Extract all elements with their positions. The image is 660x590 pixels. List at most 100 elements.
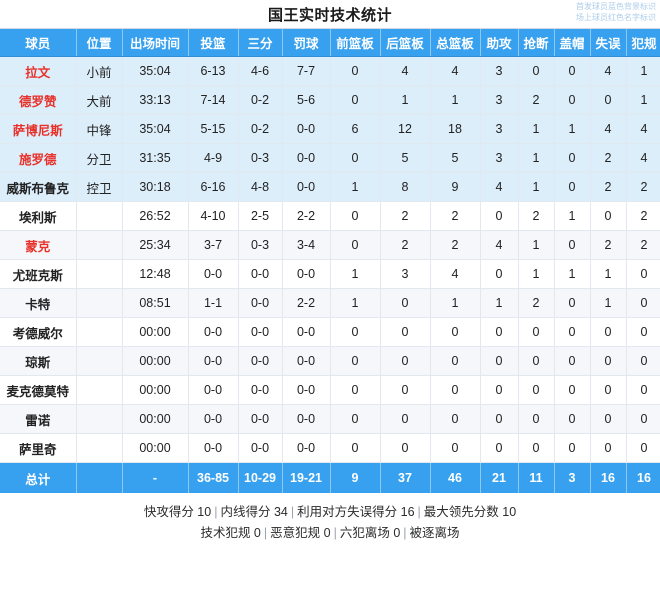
column-header-oreb[interactable]: 前篮板 (330, 29, 381, 57)
column-header-ast[interactable]: 助攻 (480, 29, 519, 57)
totals-free-throws: 19-21 (282, 462, 331, 493)
cell-three-pointers: 0-3 (238, 143, 283, 173)
cell-assists: 0 (480, 375, 519, 405)
cell-blocks: 0 (554, 172, 591, 202)
summary-label: 最大领先分数 (423, 505, 499, 519)
cell-defensive-rebounds: 2 (380, 230, 431, 260)
player-name-cell[interactable]: 尤班克斯 (0, 259, 77, 289)
cell-field-goals: 6-13 (188, 56, 239, 86)
player-name-cell[interactable]: 考德威尔 (0, 317, 77, 347)
cell-defensive-rebounds: 0 (380, 433, 431, 463)
cell-total-rebounds: 18 (430, 114, 481, 144)
column-header-blk[interactable]: 盖帽 (554, 29, 591, 57)
cell-total-rebounds: 5 (430, 143, 481, 173)
cell-fouls: 0 (626, 288, 660, 318)
cell-position: 大前 (76, 85, 123, 115)
player-name-cell[interactable]: 卡特 (0, 288, 77, 318)
column-header-fg[interactable]: 投篮 (188, 29, 239, 57)
legend-note: 首发球员蓝色背景标识 场上球员红色名字标识 (576, 1, 656, 23)
cell-total-rebounds: 9 (430, 172, 481, 202)
column-header-position[interactable]: 位置 (76, 29, 123, 57)
player-name-cell[interactable]: 萨里奇 (0, 433, 77, 463)
cell-field-goals: 3-7 (188, 230, 239, 260)
column-header-stl[interactable]: 抢断 (518, 29, 555, 57)
cell-field-goals: 0-0 (188, 375, 239, 405)
cell-field-goals: 4-10 (188, 201, 239, 231)
summary-separator: | (263, 526, 268, 540)
player-name-cell[interactable]: 雷诺 (0, 404, 77, 434)
cell-offensive-rebounds: 0 (330, 56, 381, 86)
cell-blocks: 1 (554, 259, 591, 289)
summary-label: 利用对方失误得分 (297, 505, 398, 519)
cell-position (76, 259, 123, 289)
column-header-pf[interactable]: 犯规 (626, 29, 660, 57)
column-header-ft[interactable]: 罚球 (282, 29, 331, 57)
cell-turnovers: 4 (590, 56, 627, 86)
column-header-tov[interactable]: 失误 (590, 29, 627, 57)
cell-assists: 0 (480, 433, 519, 463)
cell-field-goals: 1-1 (188, 288, 239, 318)
column-header-minutes[interactable]: 出场时间 (122, 29, 189, 57)
player-name-cell[interactable]: 威斯布鲁克 (0, 172, 77, 202)
column-header-player[interactable]: 球员 (0, 29, 77, 57)
column-header-three[interactable]: 三分 (238, 29, 283, 57)
cell-turnovers: 0 (590, 433, 627, 463)
cell-offensive-rebounds: 0 (330, 346, 381, 376)
summary-label: 恶意犯规 (270, 526, 321, 540)
table-header-row: 球员 位置 出场时间 投篮 三分 罚球 前篮板 后篮板 总篮板 助攻 抢断 盖帽… (0, 29, 660, 57)
legend-line-oncourt: 场上球员红色名字标识 (576, 13, 656, 22)
player-name-cell[interactable]: 施罗德 (0, 143, 77, 173)
column-header-reb[interactable]: 总篮板 (430, 29, 481, 57)
cell-offensive-rebounds: 1 (330, 172, 381, 202)
summary-value: 16 (397, 505, 415, 519)
cell-field-goals: 5-15 (188, 114, 239, 144)
cell-blocks: 1 (554, 201, 591, 231)
totals-offensive-rebounds: 9 (330, 462, 381, 493)
cell-offensive-rebounds: 0 (330, 317, 381, 347)
player-name-cell[interactable]: 萨博尼斯 (0, 114, 77, 144)
cell-turnovers: 2 (590, 230, 627, 260)
player-name-cell[interactable]: 德罗赞 (0, 85, 77, 115)
cell-offensive-rebounds: 1 (330, 259, 381, 289)
cell-total-rebounds: 2 (430, 230, 481, 260)
cell-total-rebounds: 1 (430, 85, 481, 115)
cell-defensive-rebounds: 2 (380, 201, 431, 231)
player-name-cell[interactable]: 拉文 (0, 56, 77, 86)
cell-defensive-rebounds: 4 (380, 56, 431, 86)
player-name-cell[interactable]: 琼斯 (0, 346, 77, 376)
cell-total-rebounds: 0 (430, 433, 481, 463)
summary-label: 被逐离场 (409, 526, 460, 540)
player-name-cell[interactable]: 蒙克 (0, 230, 77, 260)
cell-defensive-rebounds: 3 (380, 259, 431, 289)
column-header-dreb[interactable]: 后篮板 (380, 29, 431, 57)
player-name-cell[interactable]: 埃利斯 (0, 201, 77, 231)
cell-turnovers: 1 (590, 288, 627, 318)
cell-fouls: 2 (626, 172, 660, 202)
summary-line-scoring: 快攻得分 10 | 内线得分 34 | 利用对方失误得分 16 | 最大领先分数 10 (0, 502, 660, 523)
cell-minutes: 31:35 (122, 143, 189, 173)
player-name-cell[interactable]: 麦克德莫特 (0, 375, 77, 405)
cell-steals: 2 (518, 85, 555, 115)
summary-separator: | (214, 505, 218, 519)
cell-minutes: 33:13 (122, 85, 189, 115)
summary-label: 快攻得分 (143, 505, 194, 519)
cell-assists: 4 (480, 230, 519, 260)
cell-assists: 3 (480, 56, 519, 86)
cell-minutes: 00:00 (122, 433, 189, 463)
